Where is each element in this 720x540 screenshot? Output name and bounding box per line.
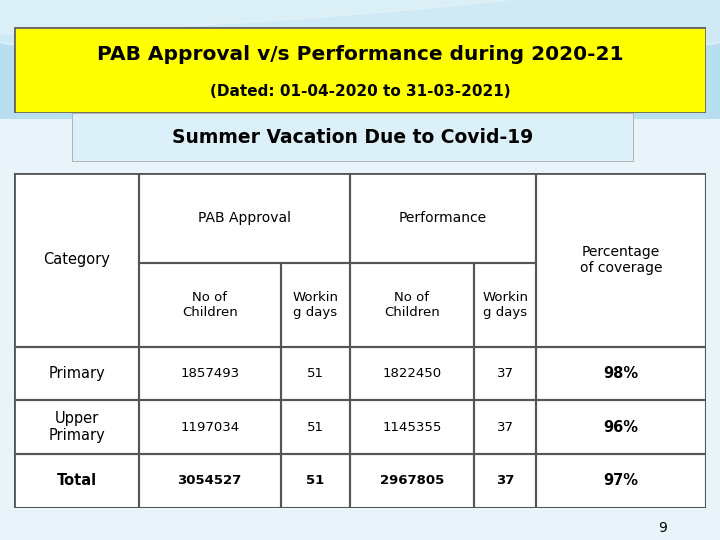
Text: 37: 37	[497, 421, 513, 434]
Text: Category: Category	[43, 252, 110, 267]
FancyBboxPatch shape	[14, 27, 706, 113]
Text: Upper
Primary: Upper Primary	[48, 411, 105, 443]
Text: 1822450: 1822450	[382, 367, 441, 380]
Text: 97%: 97%	[603, 474, 639, 488]
Text: Workin
g days: Workin g days	[292, 291, 338, 319]
Text: No of
Children: No of Children	[181, 291, 238, 319]
Text: 37: 37	[497, 367, 513, 380]
Text: 9: 9	[658, 521, 667, 535]
Text: 2967805: 2967805	[379, 474, 444, 487]
Text: Performance: Performance	[399, 211, 487, 225]
Text: Total: Total	[57, 474, 96, 488]
Polygon shape	[0, 0, 720, 36]
Text: 98%: 98%	[603, 366, 639, 381]
Text: No of
Children: No of Children	[384, 291, 440, 319]
Text: Workin
g days: Workin g days	[482, 291, 528, 319]
Text: Summer Vacation Due to Covid-19: Summer Vacation Due to Covid-19	[172, 128, 534, 147]
Text: 1145355: 1145355	[382, 421, 441, 434]
FancyBboxPatch shape	[72, 113, 634, 162]
Text: 51: 51	[307, 421, 323, 434]
Text: 3054527: 3054527	[178, 474, 242, 487]
Text: 1857493: 1857493	[180, 367, 239, 380]
Text: 51: 51	[307, 367, 323, 380]
Text: 1197034: 1197034	[180, 421, 239, 434]
Text: 51: 51	[306, 474, 324, 487]
Text: 37: 37	[496, 474, 514, 487]
Text: 96%: 96%	[603, 420, 639, 435]
Text: Primary: Primary	[48, 366, 105, 381]
Text: PAB Approval: PAB Approval	[198, 211, 291, 225]
Text: Percentage
of coverage: Percentage of coverage	[580, 245, 662, 275]
Text: (Dated: 01-04-2020 to 31-03-2021): (Dated: 01-04-2020 to 31-03-2021)	[210, 84, 510, 99]
Text: PAB Approval v/s Performance during 2020-21: PAB Approval v/s Performance during 2020…	[96, 45, 624, 64]
